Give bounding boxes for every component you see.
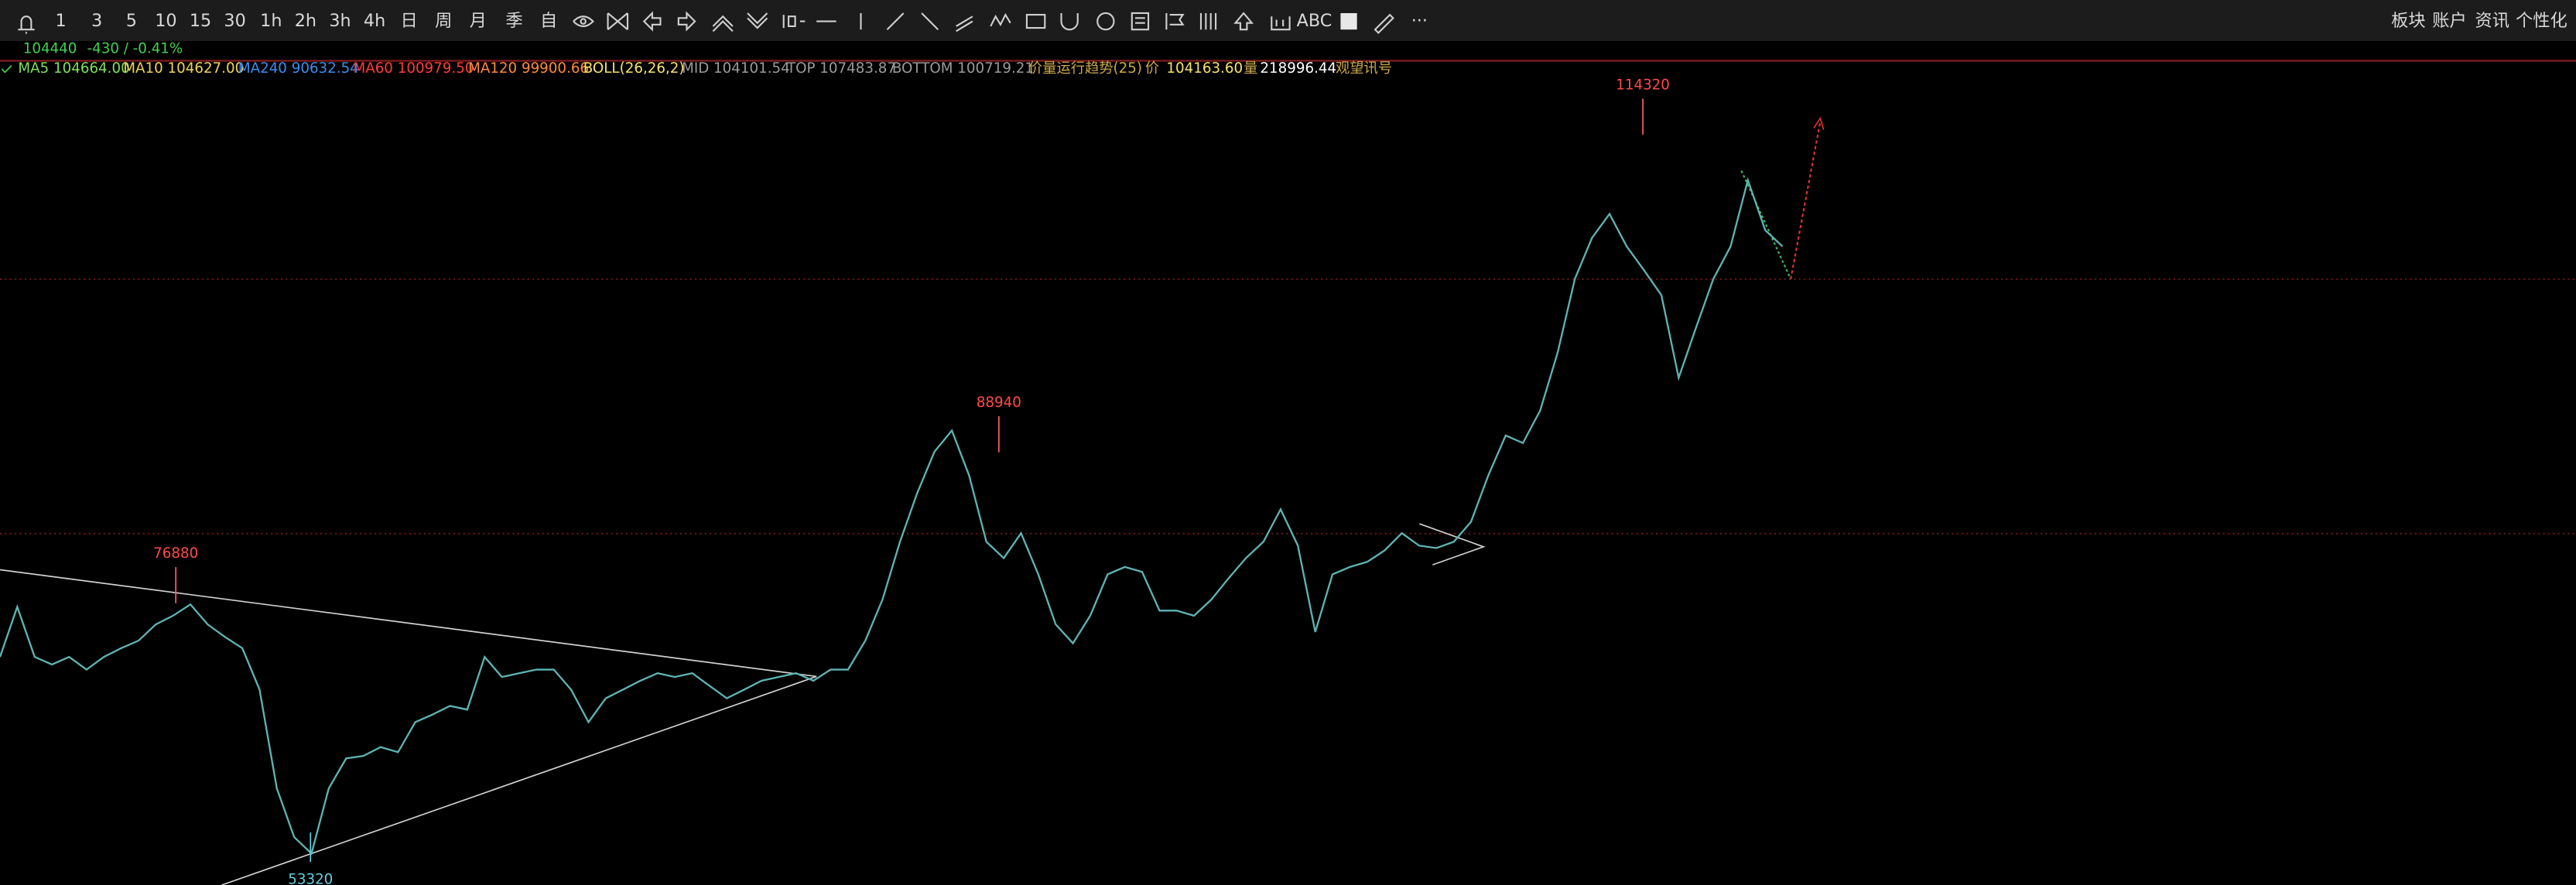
tool-icon[interactable] [1025, 14, 1046, 29]
extreme-label: 88940 [977, 395, 1021, 411]
text-tool[interactable]: ABC [1297, 11, 1332, 31]
tool-icon[interactable] [1096, 12, 1115, 31]
menu-item[interactable]: 板块 [2391, 11, 2426, 31]
tool-icon[interactable] [956, 15, 973, 32]
menu-item[interactable]: 个性化 [2516, 11, 2567, 31]
indicator: 价 [1145, 60, 1159, 77]
tool-icon[interactable] [990, 12, 1011, 27]
period-button[interactable]: 2h [295, 11, 316, 31]
period-button[interactable]: 周 [435, 11, 452, 31]
period-button[interactable]: 1h [260, 11, 282, 31]
alert-icon[interactable] [18, 15, 35, 34]
indicator: MA240 90632.54 [238, 60, 359, 77]
period-button[interactable]: 季 [505, 11, 522, 31]
indicator: MA5 104664.00 [18, 60, 129, 77]
tool-icon[interactable] [1165, 12, 1185, 30]
tool-icon[interactable] [921, 12, 939, 30]
period-button[interactable]: 3h [329, 11, 351, 31]
indicator: 218996.44 [1260, 60, 1336, 77]
indicator: 104163.60 [1166, 60, 1243, 77]
check-mark [1, 65, 12, 73]
period-button[interactable]: 5 [126, 11, 137, 31]
pen-tool[interactable] [1374, 13, 1394, 34]
tool-icon[interactable] [1271, 16, 1291, 31]
indicator: MA60 100979.50 [353, 60, 474, 77]
period-button[interactable]: 15 [190, 11, 211, 31]
toolbar [0, 0, 2576, 42]
indicator: BOTTOM 100719.21 [892, 60, 1034, 77]
triangle-pattern [1419, 523, 1486, 566]
period-button[interactable]: 3 [91, 11, 102, 31]
tool-icon[interactable] [573, 15, 594, 28]
indicator: 观望讯号 [1336, 60, 1392, 77]
tool-icon[interactable] [782, 15, 806, 29]
tool-icon[interactable] [886, 12, 905, 30]
indicator: MID 104101.54 [682, 60, 790, 77]
tool-icon[interactable] [712, 15, 734, 32]
indicator: 量 [1244, 60, 1257, 77]
tool-icons [18, 11, 1394, 34]
indicator: TOP 107483.87 [786, 60, 896, 77]
trendline [0, 569, 817, 678]
menu-item[interactable]: 账户 [2432, 11, 2467, 31]
projection-down [1740, 170, 1792, 280]
tool-icon[interactable] [1199, 12, 1217, 30]
trendline [221, 675, 817, 885]
extreme-label: 114320 [1616, 77, 1670, 93]
period-button[interactable]: 自 [540, 11, 557, 31]
extreme-label: 53320 [288, 872, 333, 885]
indicator: MA10 104627.00 [123, 60, 244, 77]
projection-up [1790, 121, 1822, 280]
more-button[interactable]: ··· [1411, 11, 1428, 31]
period-button[interactable]: 1 [55, 11, 66, 31]
tool-icon[interactable] [677, 11, 696, 32]
extreme-label: 76880 [153, 545, 198, 562]
tool-icon[interactable] [642, 11, 662, 32]
indicator: MA120 99900.66 [468, 60, 589, 77]
period-button[interactable]: 月 [470, 11, 487, 31]
period-button[interactable]: 4h [364, 11, 385, 31]
tool-icon[interactable] [1233, 12, 1254, 31]
period-button[interactable]: 日 [401, 11, 418, 31]
arrow-head [1813, 116, 1825, 130]
last-price: 104440 [23, 41, 77, 57]
period-button[interactable]: 30 [224, 11, 245, 31]
tool-icon[interactable] [1060, 12, 1079, 31]
price-change: -430 / -0.41% [87, 41, 183, 57]
price-line [0, 176, 1784, 856]
tool-icon[interactable] [1131, 12, 1150, 31]
indicator: BOLL(26,26,2) [583, 60, 685, 77]
drawings [0, 116, 1825, 885]
indicator: 价量运行趋势(25) [1028, 60, 1142, 77]
tool-icon[interactable] [747, 12, 768, 29]
tool-icon[interactable] [607, 12, 629, 31]
color-tool[interactable] [1340, 12, 1357, 30]
period-button[interactable]: 10 [155, 11, 176, 31]
menu-item[interactable]: 资讯 [2475, 11, 2509, 31]
